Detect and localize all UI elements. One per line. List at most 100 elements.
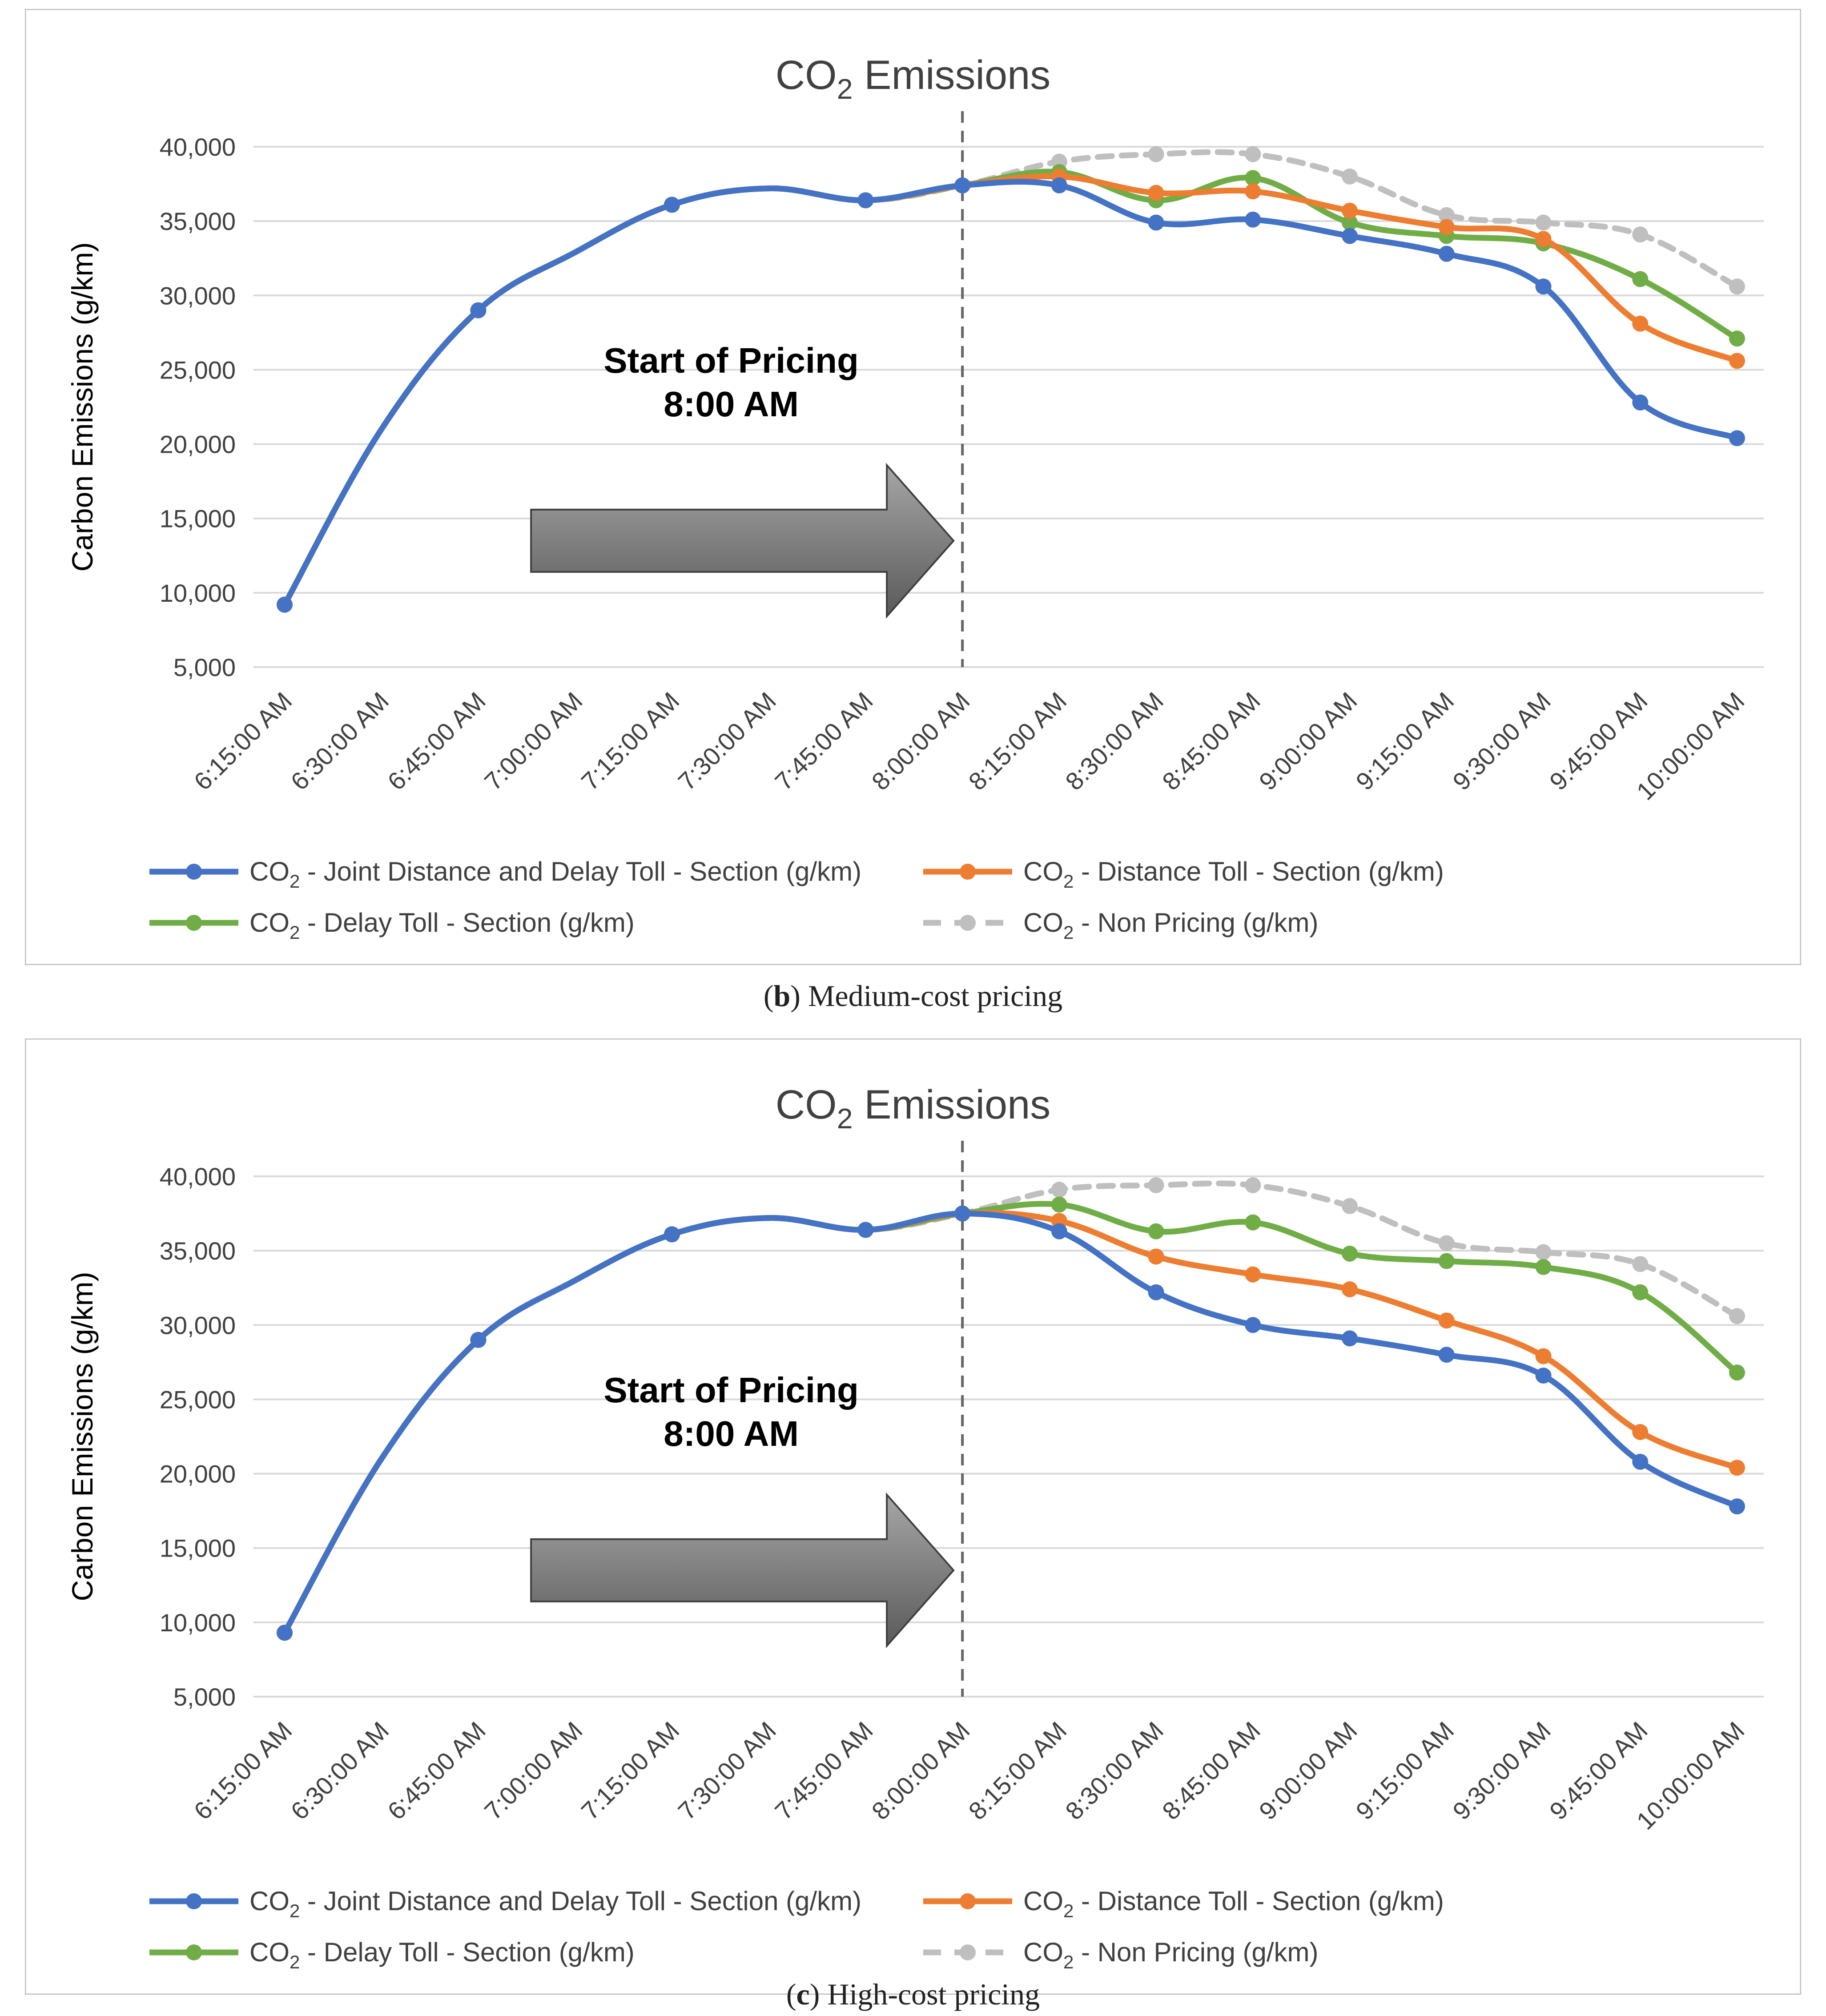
chart-title: CO2 Emissions — [776, 52, 1051, 105]
y-tick-label: 40,000 — [160, 133, 236, 161]
legend-label: CO2 - Distance Toll - Section (g/km) — [1023, 1886, 1444, 1921]
annotation-line2: 8:00 AM — [664, 384, 799, 424]
legend-label: CO2 - Distance Toll - Section (g/km) — [1023, 857, 1444, 892]
data-point — [470, 302, 487, 318]
data-point — [1632, 315, 1649, 332]
data-point — [1535, 214, 1552, 231]
y-tick-label: 25,000 — [160, 356, 236, 384]
chart-svg: CO2 Emissions 5,000 10,000 15,000 20,000 25,0… — [25, 9, 1801, 965]
chart-border — [25, 9, 1801, 965]
caption-letter: b — [773, 979, 791, 1013]
data-point — [1535, 278, 1552, 295]
data-point — [1342, 1198, 1358, 1214]
y-tick-label: 20,000 — [160, 1460, 236, 1488]
data-point — [1051, 1223, 1067, 1239]
annotation-line1: Start of Pricing — [603, 1370, 858, 1410]
data-point — [1342, 202, 1358, 219]
data-point — [1729, 1308, 1745, 1324]
y-tick-label: 30,000 — [160, 282, 236, 310]
legend-label: CO2 - Non Pricing (g/km) — [1023, 1937, 1318, 1972]
legend-swatch-marker — [186, 1893, 202, 1909]
data-point — [857, 1222, 874, 1238]
legend-swatch-marker — [186, 1944, 202, 1960]
data-point — [664, 197, 680, 213]
legend-label: CO2 - Joint Distance and Delay Toll - Se… — [249, 1886, 861, 1921]
data-point — [1438, 219, 1455, 235]
y-tick-label: 15,000 — [160, 505, 236, 533]
data-point — [470, 1332, 487, 1348]
data-point — [1632, 226, 1649, 243]
legend-swatch-marker — [960, 1893, 976, 1909]
legend-swatch-marker — [186, 915, 202, 931]
data-point — [1632, 271, 1649, 287]
y-tick-label: 25,000 — [160, 1385, 236, 1413]
y-tick-label: 5,000 — [173, 1683, 236, 1711]
data-point — [1438, 1312, 1455, 1329]
y-tick-label: 20,000 — [160, 431, 236, 459]
data-point — [1535, 1259, 1552, 1275]
legend-label: CO2 - Delay Toll - Section (g/km) — [249, 1937, 635, 1972]
y-axis-label: Carbon Emissions (g/km) — [66, 242, 99, 572]
data-point — [1245, 1266, 1261, 1283]
data-point — [1051, 177, 1067, 193]
annotation-line2: 8:00 AM — [664, 1414, 799, 1453]
legend-swatch-marker — [960, 915, 976, 931]
data-point — [1148, 185, 1164, 201]
data-point — [1148, 1284, 1164, 1300]
legend-label: CO2 - Delay Toll - Section (g/km) — [249, 908, 635, 943]
data-point — [1245, 1214, 1261, 1231]
legend-label: CO2 - Joint Distance and Delay Toll - Se… — [249, 857, 861, 892]
series-line — [282, 149, 1740, 608]
data-point — [954, 177, 971, 193]
legend-swatch-marker — [960, 1944, 976, 1960]
chart-border — [25, 1038, 1801, 1995]
data-point — [1051, 1196, 1067, 1213]
data-point — [1535, 1244, 1552, 1260]
data-point — [1729, 278, 1745, 295]
chart-panel-medium-cost: CO2 Emissions 5,000 10,000 15,000 20,000 25,0… — [25, 9, 1801, 965]
data-point — [1342, 214, 1358, 231]
y-axis-label: Carbon Emissions (g/km) — [66, 1272, 99, 1602]
data-point — [1729, 353, 1745, 369]
data-point — [277, 596, 293, 613]
legend-swatch-marker — [186, 864, 202, 880]
data-point — [1632, 1256, 1649, 1272]
data-point — [1632, 1453, 1649, 1470]
data-point — [954, 1205, 971, 1222]
data-point — [1245, 211, 1261, 228]
data-point — [1438, 207, 1455, 223]
caption-medium-cost: (b) Medium-cost pricing — [763, 979, 1063, 1013]
caption-text: Medium-cost pricing — [800, 979, 1063, 1013]
data-point — [1729, 1364, 1745, 1381]
data-point — [1729, 330, 1745, 347]
chart-svg: CO2 Emissions 5,000 10,000 15,000 20,000 25,0… — [25, 1038, 1801, 1995]
y-tick-label: 10,000 — [160, 1609, 236, 1637]
caption-high-cost: (c) High-cost pricing — [786, 1977, 1040, 2011]
data-point — [1438, 245, 1455, 262]
y-tick-label: 35,000 — [160, 207, 236, 235]
data-point — [1729, 1460, 1745, 1476]
data-point — [1245, 170, 1261, 186]
data-point — [1632, 394, 1649, 410]
y-tick-label: 5,000 — [173, 653, 236, 681]
chart-panel-high-cost: CO2 Emissions 5,000 10,000 15,000 20,000 25,0… — [25, 1038, 1801, 1995]
y-tick-label: 40,000 — [160, 1163, 236, 1191]
data-point — [1632, 1284, 1649, 1300]
data-point — [1148, 1223, 1164, 1239]
data-point — [1245, 1177, 1261, 1194]
annotation-line1: Start of Pricing — [603, 341, 858, 380]
legend-label: CO2 - Non Pricing (g/km) — [1023, 908, 1318, 943]
chart-title: CO2 Emissions — [776, 1082, 1051, 1135]
y-tick-label: 30,000 — [160, 1311, 236, 1339]
data-point — [1438, 1235, 1455, 1251]
legend-swatch-marker — [960, 864, 976, 880]
data-point — [1245, 183, 1261, 200]
data-point — [1632, 1424, 1649, 1440]
data-point — [1148, 1248, 1164, 1265]
data-point — [1342, 228, 1358, 244]
y-tick-label: 10,000 — [160, 579, 236, 607]
data-point — [277, 1625, 293, 1641]
pricing-arrow — [530, 463, 955, 619]
caption-letter: c — [796, 1977, 810, 2011]
data-point — [1148, 214, 1164, 231]
